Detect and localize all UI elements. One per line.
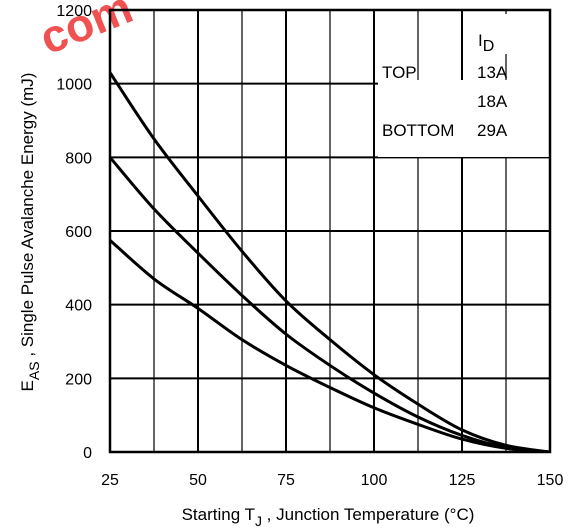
legend-rows: TOP 13A 18A BOTTOM 29A — [382, 63, 508, 140]
series-line-2 — [110, 155, 550, 452]
y-tick-label: 400 — [65, 298, 92, 315]
legend-title-box — [474, 14, 532, 54]
series-line-3 — [110, 238, 550, 452]
x-axis-label: Starting TJ , Junction Temperature (°C) — [182, 505, 475, 529]
plot-frame — [108, 8, 552, 454]
curves — [110, 71, 550, 452]
x-tick-label: 25 — [101, 472, 119, 489]
legend-box — [378, 80, 550, 157]
legend-title: ID — [478, 31, 494, 55]
legend-row-label: BOTTOM — [382, 121, 454, 140]
y-tick-label: 1000 — [56, 77, 92, 94]
legend-row-value: 18A — [477, 92, 508, 111]
x-tick-label: 50 — [189, 472, 207, 489]
x-tick-label: 125 — [449, 472, 476, 489]
y-tick-labels: 0 200 400 600 800 1000 1200 — [56, 3, 92, 462]
y-tick-label: 200 — [65, 371, 92, 388]
y-axis-label: EAS , Single Pulse Avalanche Energy (mJ) — [18, 73, 42, 392]
x-tick-labels: 25 50 75 100 125 150 — [101, 472, 563, 489]
x-tick-label: 100 — [361, 472, 388, 489]
x-tick-label: 150 — [537, 472, 564, 489]
legend-row-label: TOP — [382, 63, 417, 82]
y-tick-label: 0 — [83, 445, 92, 462]
y-tick-label: 800 — [65, 150, 92, 167]
legend-row-value: 13A — [477, 63, 508, 82]
y-tick-label: 1200 — [56, 3, 92, 20]
legend-row-value: 29A — [477, 121, 508, 140]
y-tick-label: 600 — [65, 224, 92, 241]
series-line-1 — [110, 71, 550, 452]
x-tick-label: 75 — [277, 472, 295, 489]
